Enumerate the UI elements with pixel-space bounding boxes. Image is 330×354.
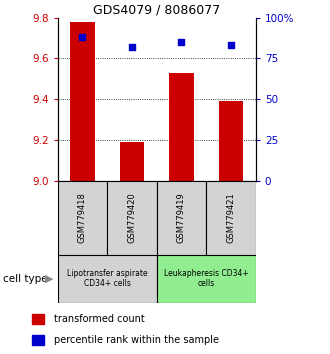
- Title: GDS4079 / 8086077: GDS4079 / 8086077: [93, 4, 220, 17]
- Bar: [157, 255, 256, 303]
- Text: cell type: cell type: [3, 274, 48, 284]
- Bar: [157, 181, 206, 255]
- Point: [179, 39, 184, 45]
- Text: percentile rank within the sample: percentile rank within the sample: [53, 335, 218, 345]
- Text: Leukapheresis CD34+
cells: Leukapheresis CD34+ cells: [164, 269, 248, 289]
- Bar: [32, 335, 45, 346]
- Bar: [70, 22, 95, 181]
- Point: [80, 34, 85, 40]
- Text: ▶: ▶: [45, 274, 53, 284]
- Text: GSM779419: GSM779419: [177, 192, 186, 243]
- Bar: [218, 101, 243, 181]
- Text: GSM779420: GSM779420: [127, 192, 137, 243]
- Bar: [169, 73, 194, 181]
- Bar: [107, 181, 157, 255]
- Bar: [32, 314, 45, 324]
- Bar: [206, 181, 256, 255]
- Text: transformed count: transformed count: [53, 314, 144, 324]
- Bar: [119, 142, 144, 181]
- Bar: [58, 181, 107, 255]
- Text: GSM779418: GSM779418: [78, 192, 87, 243]
- Point: [129, 44, 135, 50]
- Bar: [58, 255, 157, 303]
- Point: [228, 42, 234, 48]
- Text: Lipotransfer aspirate
CD34+ cells: Lipotransfer aspirate CD34+ cells: [67, 269, 148, 289]
- Text: GSM779421: GSM779421: [226, 192, 236, 243]
